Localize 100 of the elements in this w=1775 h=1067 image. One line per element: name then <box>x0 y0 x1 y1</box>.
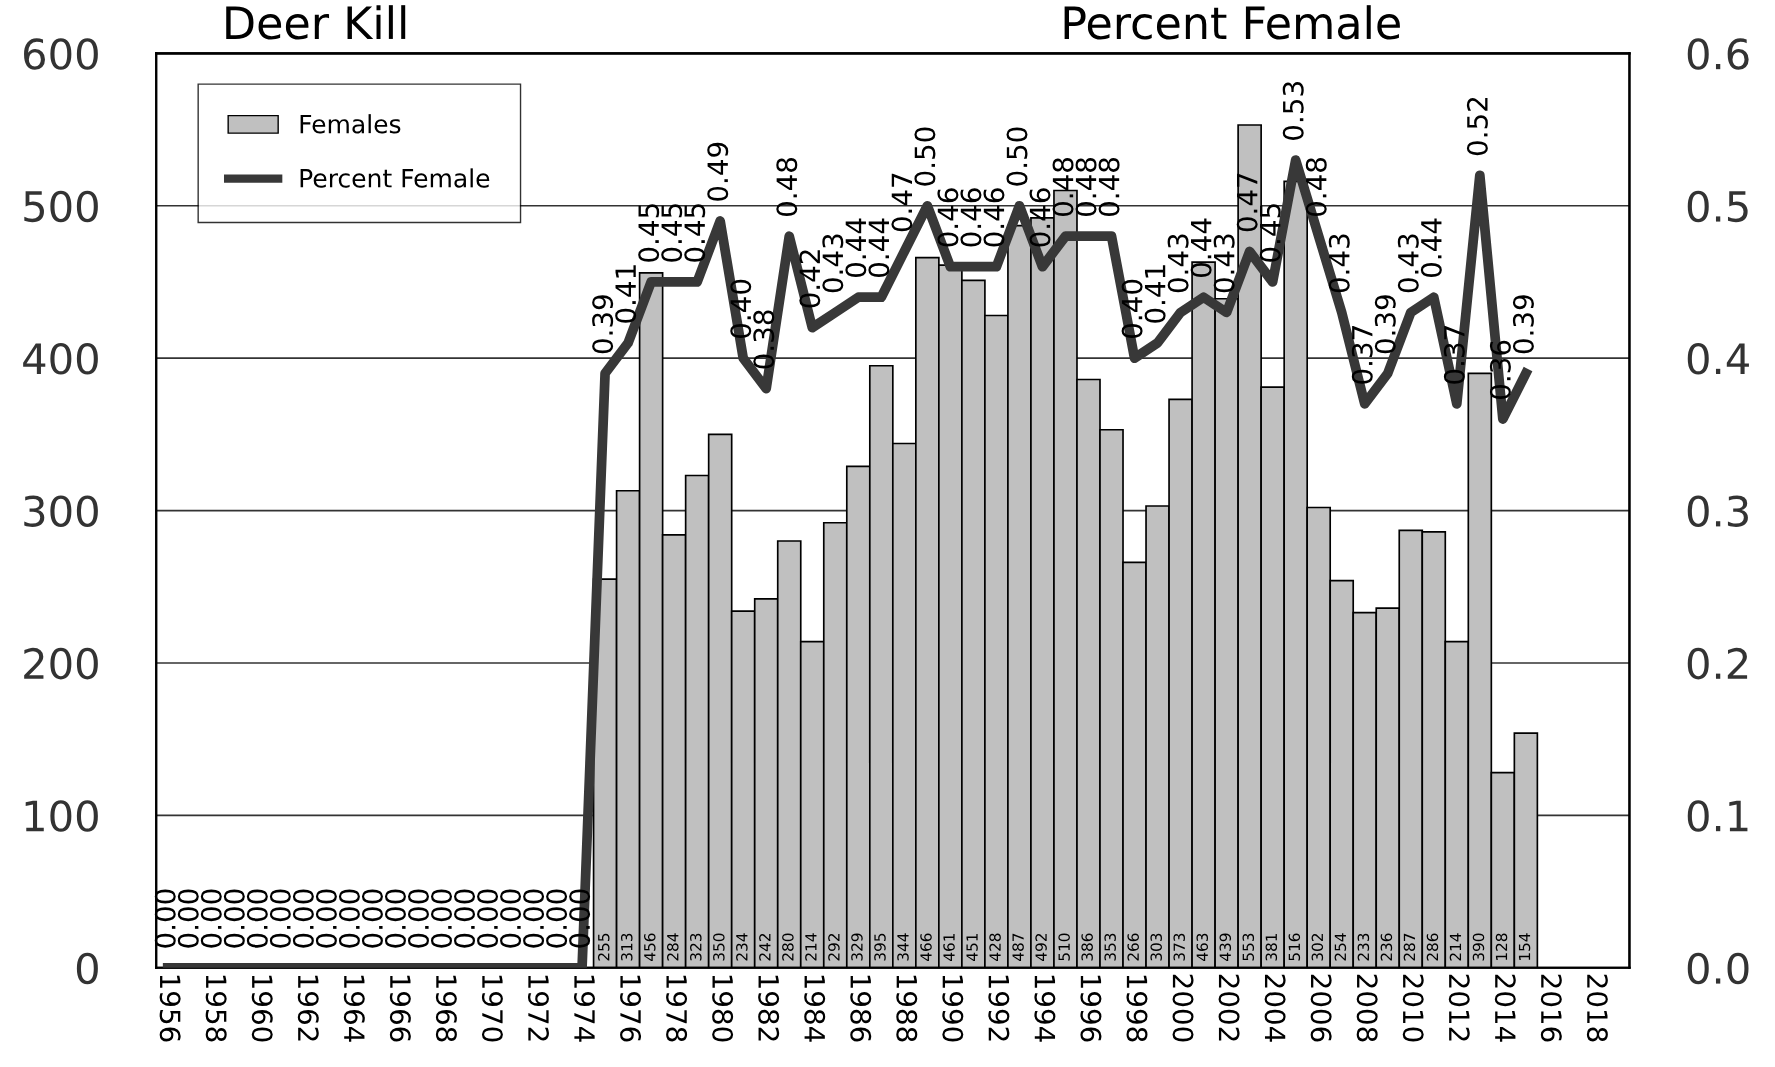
data-label: 395 <box>874 933 886 961</box>
data-label: 0.36 <box>1489 340 1511 399</box>
data-label: 0.43 <box>822 234 844 293</box>
data-label: 0.00 <box>246 889 268 948</box>
data-label: 0.00 <box>384 889 406 948</box>
data-label: 466 <box>920 933 932 961</box>
x-tick-label: 1980 <box>712 975 734 1042</box>
data-label: 0.00 <box>361 889 383 948</box>
legend-label: Females <box>300 114 401 134</box>
y2-tick-label: 0.5 <box>1687 190 1748 223</box>
data-label: 0.00 <box>546 889 568 948</box>
data-label: 0.50 <box>914 127 936 186</box>
data-label: 510 <box>1058 933 1070 961</box>
data-label: 0.00 <box>200 889 222 948</box>
x-tick-label: 1996 <box>1080 975 1102 1042</box>
x-tick-label: 1978 <box>666 975 688 1042</box>
y2-tick-label: 0.0 <box>1687 952 1749 985</box>
data-label: 0.46 <box>983 188 1005 247</box>
data-label: 0.00 <box>177 889 199 948</box>
x-tick-label: 2010 <box>1402 974 1424 1042</box>
x-tick-label: 1958 <box>205 975 227 1042</box>
x-tick-label: 1990 <box>942 975 964 1042</box>
data-label: 0.43 <box>1167 234 1189 293</box>
data-label: 487 <box>1012 933 1024 961</box>
data-label: 329 <box>851 933 863 961</box>
y2-tick-label: 0.3 <box>1687 495 1748 527</box>
data-label: 553 <box>1242 933 1255 961</box>
data-label: 280 <box>782 933 794 961</box>
x-tick-label: 1998 <box>1126 975 1148 1042</box>
data-label: 381 <box>1265 933 1278 961</box>
data-label: 0.43 <box>1213 234 1235 293</box>
data-label: 0.00 <box>223 889 245 948</box>
x-tick-label: 2012 <box>1448 974 1470 1041</box>
data-label: 284 <box>667 933 679 961</box>
data-label: 0.00 <box>454 889 476 948</box>
data-label: 0.46 <box>937 188 959 247</box>
x-tick-label: 1984 <box>804 975 826 1042</box>
y-tick-label: 0 <box>76 952 98 985</box>
x-tick-label: 2016 <box>1540 974 1562 1042</box>
x-tick-label: 1994 <box>1034 975 1056 1042</box>
data-label: 0.39 <box>1374 295 1396 354</box>
data-label: 461 <box>943 933 955 961</box>
data-label: 516 <box>1288 933 1301 961</box>
data-label: 0.48 <box>1075 158 1097 217</box>
data-label: 266 <box>1127 933 1139 961</box>
data-label: 0.40 <box>730 279 752 339</box>
data-label: 0.37 <box>1443 326 1465 384</box>
x-tick-label: 1982 <box>758 975 780 1041</box>
data-label: 0.45 <box>661 204 683 262</box>
data-label: 0.39 <box>592 295 614 354</box>
x-tick-label: 1992 <box>988 975 1010 1041</box>
data-label: 0.00 <box>477 889 499 948</box>
data-label: 287 <box>1403 933 1416 961</box>
y-tick-label: 200 <box>24 647 98 680</box>
data-label: 286 <box>1426 933 1439 961</box>
data-label: 0.41 <box>615 265 637 323</box>
data-label: 428 <box>989 933 1001 961</box>
x-tick-label: 1968 <box>435 975 457 1042</box>
data-label: 386 <box>1081 933 1093 961</box>
data-label: 0.00 <box>569 889 591 948</box>
data-label: 390 <box>1472 933 1485 961</box>
y-tick-label: 500 <box>24 190 98 223</box>
data-label: 0.47 <box>1236 173 1258 232</box>
data-label: 0.43 <box>1397 234 1419 293</box>
data-label: 373 <box>1173 933 1185 961</box>
x-tick-label: 2002 <box>1218 974 1240 1041</box>
y2-tick-label: 0.1 <box>1687 800 1748 832</box>
x-tick-label: 1976 <box>620 975 642 1042</box>
data-label: 303 <box>1150 933 1162 961</box>
data-label: 0.48 <box>1052 158 1074 217</box>
data-label: 0.00 <box>500 889 522 948</box>
data-label: 456 <box>644 933 656 961</box>
data-label: 255 <box>597 933 610 961</box>
data-label: 350 <box>713 933 725 961</box>
data-label: 0.38 <box>753 310 775 369</box>
x-tick-label: 2000 <box>1172 974 1194 1042</box>
x-tick-label: 1972 <box>527 975 549 1041</box>
data-label: 0.00 <box>338 889 360 948</box>
data-label: 242 <box>759 934 771 961</box>
data-label: 0.53 <box>1282 82 1304 140</box>
data-label: 0.46 <box>1029 188 1051 247</box>
data-label: 292 <box>828 934 840 961</box>
x-tick-label: 1986 <box>850 975 872 1042</box>
x-tick-label: 1988 <box>896 975 918 1042</box>
x-tick-label: 1960 <box>251 975 273 1042</box>
y-tick-label: 300 <box>24 495 98 527</box>
y-tick-label: 600 <box>24 38 98 70</box>
x-tick-label: 2014 <box>1494 974 1516 1042</box>
data-label: 0.00 <box>269 889 291 948</box>
data-label: 0.00 <box>523 889 545 948</box>
data-label: 463 <box>1196 933 1209 961</box>
data-label: 0.43 <box>1328 234 1350 293</box>
data-label: 0.48 <box>776 158 798 217</box>
data-label: 0.47 <box>891 173 913 232</box>
data-label: 0.37 <box>1351 326 1373 384</box>
data-label: 214 <box>805 933 817 961</box>
data-label: 154 <box>1518 933 1531 960</box>
data-label: 254 <box>1334 933 1347 961</box>
y2-tick-label: 0.6 <box>1687 38 1749 70</box>
data-label: 0.00 <box>407 889 429 948</box>
